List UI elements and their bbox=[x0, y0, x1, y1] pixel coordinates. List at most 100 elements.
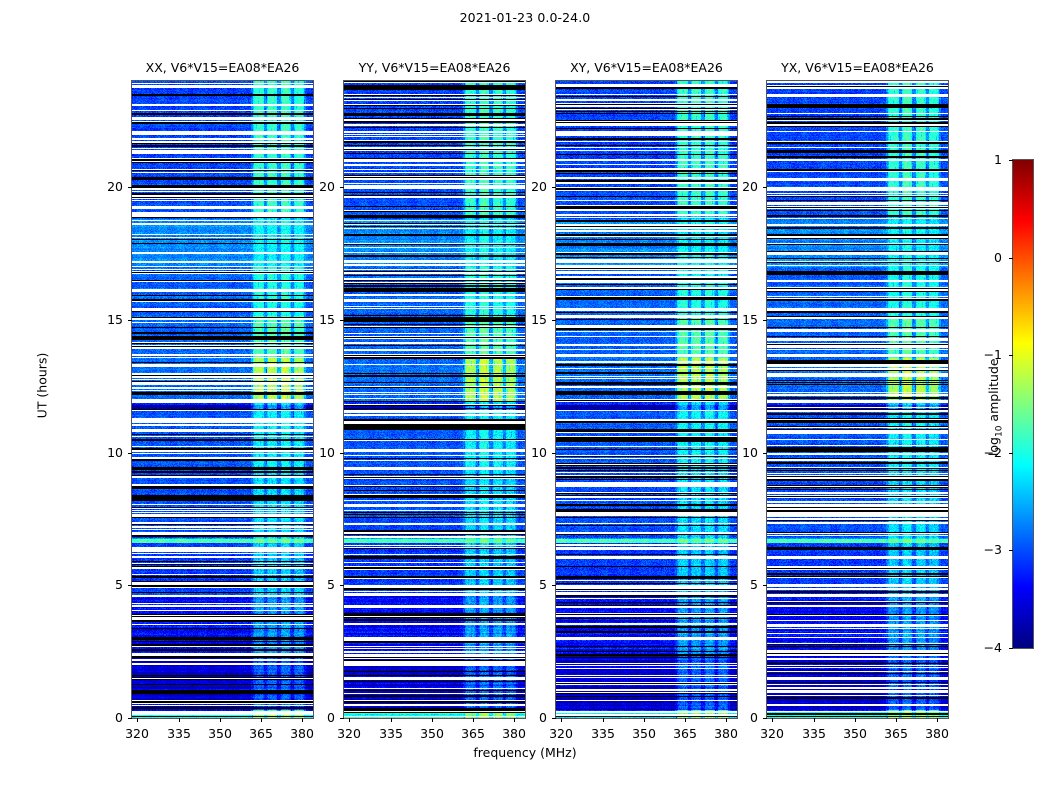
x-tick-label: 320 bbox=[760, 726, 784, 741]
colorbar-tick-mark bbox=[1009, 355, 1013, 356]
y-tick-mark bbox=[128, 585, 132, 586]
y-tick-label: 15 bbox=[319, 312, 335, 327]
y-tick-label: 0 bbox=[327, 710, 335, 725]
y-tick-label: 20 bbox=[319, 179, 335, 194]
y-tick-label: 5 bbox=[750, 577, 758, 592]
y-tick-mark bbox=[763, 187, 767, 188]
colorbar-tick-label: 1 bbox=[994, 152, 1002, 167]
x-tick-mark bbox=[302, 718, 303, 722]
x-tick-label: 335 bbox=[802, 726, 826, 741]
y-tick-mark bbox=[340, 320, 344, 321]
y-tick-label: 10 bbox=[531, 445, 547, 460]
y-tick-mark bbox=[552, 453, 556, 454]
colorbar-tick-mark bbox=[1009, 550, 1013, 551]
y-tick-mark bbox=[340, 585, 344, 586]
x-tick-label: 320 bbox=[125, 726, 149, 741]
y-tick-label: 20 bbox=[531, 179, 547, 194]
y-tick-label: 20 bbox=[742, 179, 758, 194]
x-tick-label: 350 bbox=[632, 726, 656, 741]
spectrogram-image-xy bbox=[556, 81, 737, 718]
x-tick-mark bbox=[137, 718, 138, 722]
spectrogram-yx[interactable] bbox=[766, 80, 949, 719]
spectrogram-image-yy bbox=[344, 81, 525, 718]
colorbar-tick-label: −2 bbox=[983, 445, 1002, 460]
x-tick-label: 380 bbox=[925, 726, 949, 741]
x-tick-mark bbox=[685, 718, 686, 722]
x-tick-mark bbox=[855, 718, 856, 722]
x-tick-label: 335 bbox=[167, 726, 191, 741]
colorbar-gradient bbox=[1013, 160, 1033, 648]
x-tick-mark bbox=[514, 718, 515, 722]
y-tick-mark bbox=[763, 453, 767, 454]
y-tick-label: 0 bbox=[750, 710, 758, 725]
colorbar-label-sub: 10 bbox=[994, 425, 1005, 438]
y-tick-mark bbox=[763, 320, 767, 321]
x-tick-mark bbox=[644, 718, 645, 722]
colorbar-tick-label: −3 bbox=[983, 542, 1002, 557]
x-tick-label: 380 bbox=[714, 726, 738, 741]
y-tick-mark bbox=[128, 718, 132, 719]
x-tick-mark bbox=[432, 718, 433, 722]
y-tick-mark bbox=[128, 187, 132, 188]
x-tick-mark bbox=[473, 718, 474, 722]
colorbar-tick-label: 0 bbox=[994, 250, 1002, 265]
colorbar-tick-label: −1 bbox=[983, 347, 1002, 362]
y-tick-mark bbox=[340, 453, 344, 454]
x-tick-mark bbox=[220, 718, 221, 722]
y-tick-label: 5 bbox=[539, 577, 547, 592]
panel-title-xx: XX, V6*V15=EA08*EA26 bbox=[145, 60, 300, 75]
x-tick-mark bbox=[561, 718, 562, 722]
spectrogram-yy[interactable] bbox=[343, 80, 526, 719]
panel-title-yy: YY, V6*V15=EA08*EA26 bbox=[358, 60, 511, 75]
y-tick-label: 5 bbox=[115, 577, 123, 592]
y-tick-mark bbox=[763, 585, 767, 586]
y-tick-label: 15 bbox=[531, 312, 547, 327]
y-tick-label: 5 bbox=[327, 577, 335, 592]
x-tick-label: 365 bbox=[461, 726, 485, 741]
y-tick-mark bbox=[552, 718, 556, 719]
x-tick-mark bbox=[349, 718, 350, 722]
x-tick-label: 365 bbox=[249, 726, 273, 741]
x-tick-label: 365 bbox=[673, 726, 697, 741]
x-tick-mark bbox=[772, 718, 773, 722]
panel-title-xy: XY, V6*V15=EA08*EA26 bbox=[570, 60, 723, 75]
x-tick-label: 380 bbox=[290, 726, 314, 741]
x-tick-label: 320 bbox=[337, 726, 361, 741]
x-tick-mark bbox=[179, 718, 180, 722]
y-tick-mark bbox=[552, 187, 556, 188]
y-tick-label: 15 bbox=[742, 312, 758, 327]
panel-title-yx: YX, V6*V15=EA08*EA26 bbox=[781, 60, 934, 75]
y-tick-mark bbox=[552, 320, 556, 321]
x-tick-mark bbox=[726, 718, 727, 722]
x-tick-label: 335 bbox=[379, 726, 403, 741]
y-tick-mark bbox=[552, 585, 556, 586]
colorbar bbox=[1012, 159, 1034, 649]
spectrogram-xx[interactable] bbox=[131, 80, 314, 719]
y-tick-mark bbox=[128, 453, 132, 454]
y-tick-label: 0 bbox=[539, 710, 547, 725]
y-tick-mark bbox=[763, 718, 767, 719]
colorbar-label-prefix: log bbox=[985, 437, 1001, 457]
x-tick-mark bbox=[603, 718, 604, 722]
y-tick-label: 10 bbox=[319, 445, 335, 460]
x-tick-mark bbox=[937, 718, 938, 722]
x-axis-label: frequency (MHz) bbox=[473, 745, 577, 760]
colorbar-tick-mark bbox=[1009, 648, 1013, 649]
x-tick-mark bbox=[814, 718, 815, 722]
y-axis-label: UT (hours) bbox=[34, 352, 50, 419]
colorbar-label-suffix: amplitude bbox=[985, 358, 1001, 426]
spectrogram-image-xx bbox=[132, 81, 313, 718]
x-tick-label: 380 bbox=[502, 726, 526, 741]
figure-suptitle: 2021-01-23 0.0-24.0 bbox=[459, 10, 591, 25]
spectrogram-xy[interactable] bbox=[555, 80, 738, 719]
y-tick-mark bbox=[340, 718, 344, 719]
x-tick-label: 350 bbox=[843, 726, 867, 741]
x-tick-mark bbox=[261, 718, 262, 722]
colorbar-tick-mark bbox=[1009, 453, 1013, 454]
y-tick-label: 0 bbox=[115, 710, 123, 725]
y-tick-label: 10 bbox=[107, 445, 123, 460]
x-tick-mark bbox=[896, 718, 897, 722]
y-tick-label: 10 bbox=[742, 445, 758, 460]
x-tick-label: 365 bbox=[884, 726, 908, 741]
